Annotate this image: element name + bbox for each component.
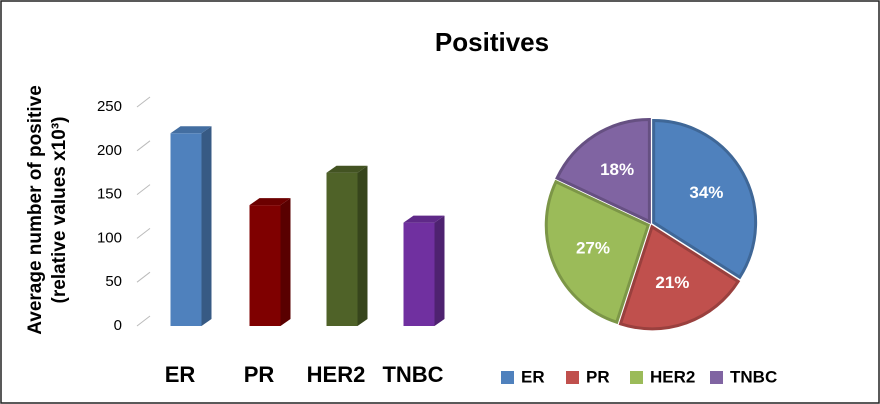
- x-tick-label: ER: [165, 362, 196, 387]
- grid-line: [136, 271, 151, 283]
- bar: [326, 172, 358, 326]
- grid-line: [136, 184, 151, 195]
- legend-swatch: [710, 371, 723, 384]
- y-tick-label: 50: [105, 273, 122, 290]
- bar-side: [357, 165, 368, 326]
- y-tick-label: 250: [97, 98, 122, 115]
- bar: [403, 222, 435, 326]
- x-tick-label: PR: [244, 362, 275, 387]
- data-label: 18%: [600, 160, 634, 179]
- bar-top: [326, 165, 368, 173]
- data-label: 34%: [689, 183, 723, 202]
- x-tick-label: HER2: [307, 362, 366, 387]
- legend-label: TNBC: [730, 367, 777, 386]
- grid-line: [136, 140, 151, 152]
- legend-label: HER2: [650, 367, 695, 386]
- bar-top: [403, 215, 445, 223]
- x-tick-label: TNBC: [382, 362, 443, 387]
- bar-side: [201, 126, 212, 326]
- y-axis-label: Average number of positive: [25, 85, 46, 335]
- chart-title: Positives: [435, 27, 549, 57]
- data-label: 27%: [576, 239, 610, 258]
- bar-side: [434, 215, 445, 326]
- y-tick-label: 200: [97, 142, 122, 159]
- grid-line: [136, 96, 151, 108]
- bar: [249, 205, 281, 326]
- bar: [170, 133, 202, 326]
- y-tick-label: 150: [97, 186, 122, 203]
- bar-side: [280, 198, 291, 326]
- grid-line: [136, 228, 151, 239]
- legend-label: ER: [521, 367, 545, 386]
- grid-line: [136, 315, 151, 327]
- y-tick-label: 0: [114, 317, 122, 334]
- pie-slice: [652, 119, 758, 280]
- legend-label: PR: [586, 367, 610, 386]
- y-tick-label: 100: [97, 229, 122, 246]
- bar-top: [249, 198, 291, 206]
- pie-slice: [544, 179, 651, 325]
- data-label: 21%: [655, 273, 689, 292]
- pie-slice: [618, 224, 741, 331]
- legend-swatch: [501, 371, 514, 384]
- bar-top: [170, 126, 212, 134]
- legend-swatch: [630, 371, 643, 384]
- legend-swatch: [566, 371, 579, 384]
- pie-slice: [555, 117, 651, 224]
- y-axis-label: (relative values x10³): [49, 117, 70, 304]
